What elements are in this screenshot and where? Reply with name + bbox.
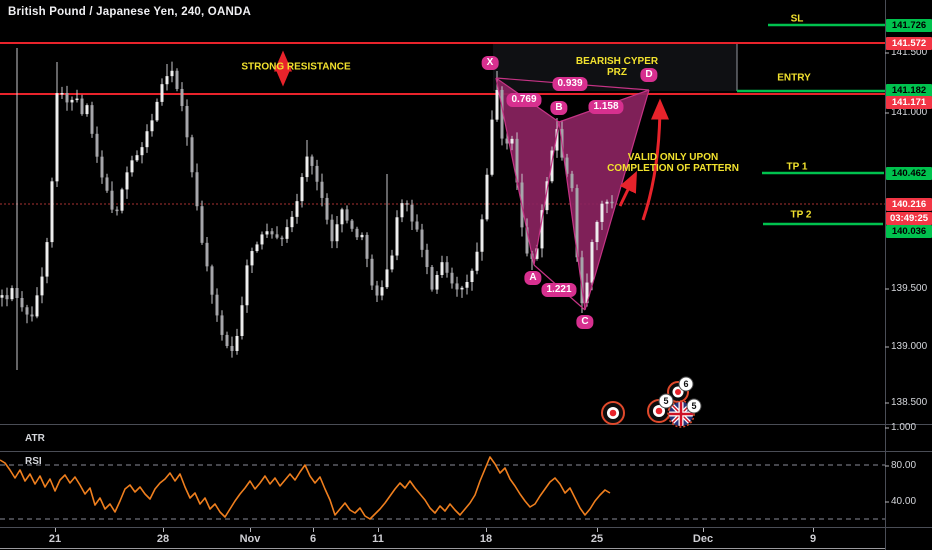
count-badge[interactable]: 5 <box>686 398 702 414</box>
pattern-triangle-xab <box>496 78 559 265</box>
pattern-leg-arrow-small[interactable] <box>618 170 637 207</box>
rsi-pane-label: RSI <box>25 456 42 467</box>
count-badge[interactable]: 5 <box>658 393 674 409</box>
pattern-leg-arrow-long[interactable] <box>641 98 669 221</box>
svg-text:5: 5 <box>663 396 668 406</box>
marker-icon-cluster: 5 6 5 <box>601 376 702 428</box>
atr-pane-label: ATR <box>25 433 45 444</box>
rsi-line <box>0 456 611 520</box>
svg-text:5: 5 <box>691 401 696 411</box>
gb-flag-icon[interactable] <box>667 400 695 428</box>
bullseye-icon[interactable] <box>601 401 625 425</box>
count-badge[interactable]: 6 <box>678 376 694 392</box>
svg-text:6: 6 <box>683 379 688 389</box>
harmonic-pattern-edges[interactable] <box>495 77 650 311</box>
prz-zone-box[interactable] <box>493 43 737 91</box>
pattern-triangle-bcd <box>559 90 649 310</box>
chart-title: British Pound / Japanese Yen, 240, OANDA <box>8 6 251 18</box>
